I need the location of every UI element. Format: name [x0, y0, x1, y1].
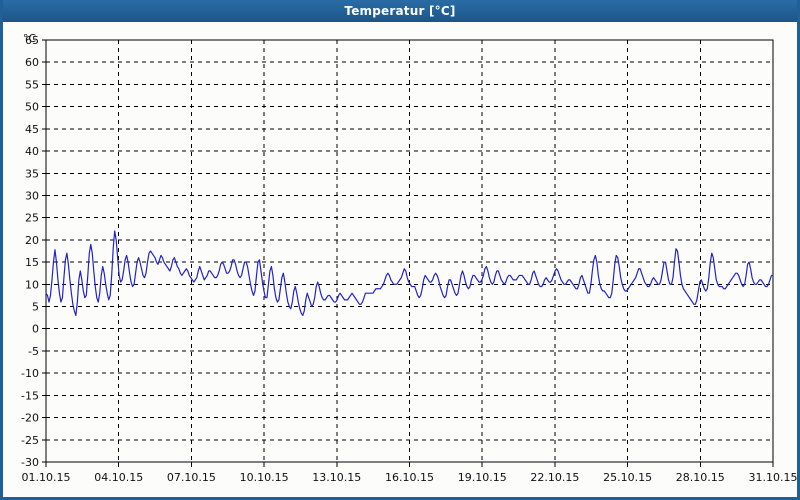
svg-text:45: 45 — [25, 123, 39, 136]
temperature-line-chart: 65605550454035302520151050-5-10-15-20-25… — [21, 32, 797, 484]
svg-text:-30: -30 — [21, 456, 39, 469]
y-axis-unit-label: °C — [23, 32, 37, 45]
svg-text:22.10.15: 22.10.15 — [530, 471, 579, 484]
svg-text:31.10.15: 31.10.15 — [749, 471, 797, 484]
svg-text:-10: -10 — [21, 367, 39, 380]
x-axis-tick-labels: 01.10.15 04.10.15 07.10.15 10.10.15 13.10.15… — [22, 471, 797, 484]
svg-text:35: 35 — [25, 167, 39, 180]
temperature-series — [45, 230, 774, 317]
svg-text:-5: -5 — [28, 345, 39, 358]
svg-text:40: 40 — [25, 145, 39, 158]
svg-text:10: 10 — [25, 278, 39, 291]
axis-frame — [42, 39, 774, 467]
svg-text:20: 20 — [25, 234, 39, 247]
svg-text:°C: °C — [23, 32, 37, 45]
svg-text:-15: -15 — [21, 389, 39, 402]
svg-text:01.10.15: 01.10.15 — [22, 471, 71, 484]
svg-text:10.10.15: 10.10.15 — [240, 471, 289, 484]
svg-text:28.10.15: 28.10.15 — [676, 471, 725, 484]
page-title: Temperatur [°C] — [344, 4, 456, 18]
svg-text:07.10.15: 07.10.15 — [167, 471, 216, 484]
chart-canvas: 65 60 55 50 45 40 35 30 25 20 15 10 5 0 -5 -10 -15 -20 -25… — [3, 22, 797, 497]
svg-text:55: 55 — [25, 78, 39, 91]
svg-text:15: 15 — [25, 256, 39, 269]
svg-text:16.10.15: 16.10.15 — [385, 471, 434, 484]
svg-text:5: 5 — [32, 301, 39, 314]
svg-text:25.10.15: 25.10.15 — [603, 471, 652, 484]
svg-text:13.10.15: 13.10.15 — [312, 471, 361, 484]
svg-text:04.10.15: 04.10.15 — [94, 471, 143, 484]
svg-text:50: 50 — [25, 101, 39, 114]
svg-text:19.10.15: 19.10.15 — [458, 471, 507, 484]
window-title-bar: Temperatur [°C] — [3, 0, 797, 22]
svg-text:0: 0 — [32, 323, 39, 336]
svg-text:25: 25 — [25, 212, 39, 225]
grid-lines — [46, 39, 773, 462]
y-axis-tick-labels: 65605550454035302520151050-5-10-15-20-25… — [21, 34, 39, 469]
svg-text:65: 65 — [25, 34, 39, 47]
svg-text:30: 30 — [25, 189, 39, 202]
svg-text:-25: -25 — [21, 434, 39, 447]
svg-text:-20: -20 — [21, 412, 39, 425]
svg-text:60: 60 — [25, 56, 39, 69]
